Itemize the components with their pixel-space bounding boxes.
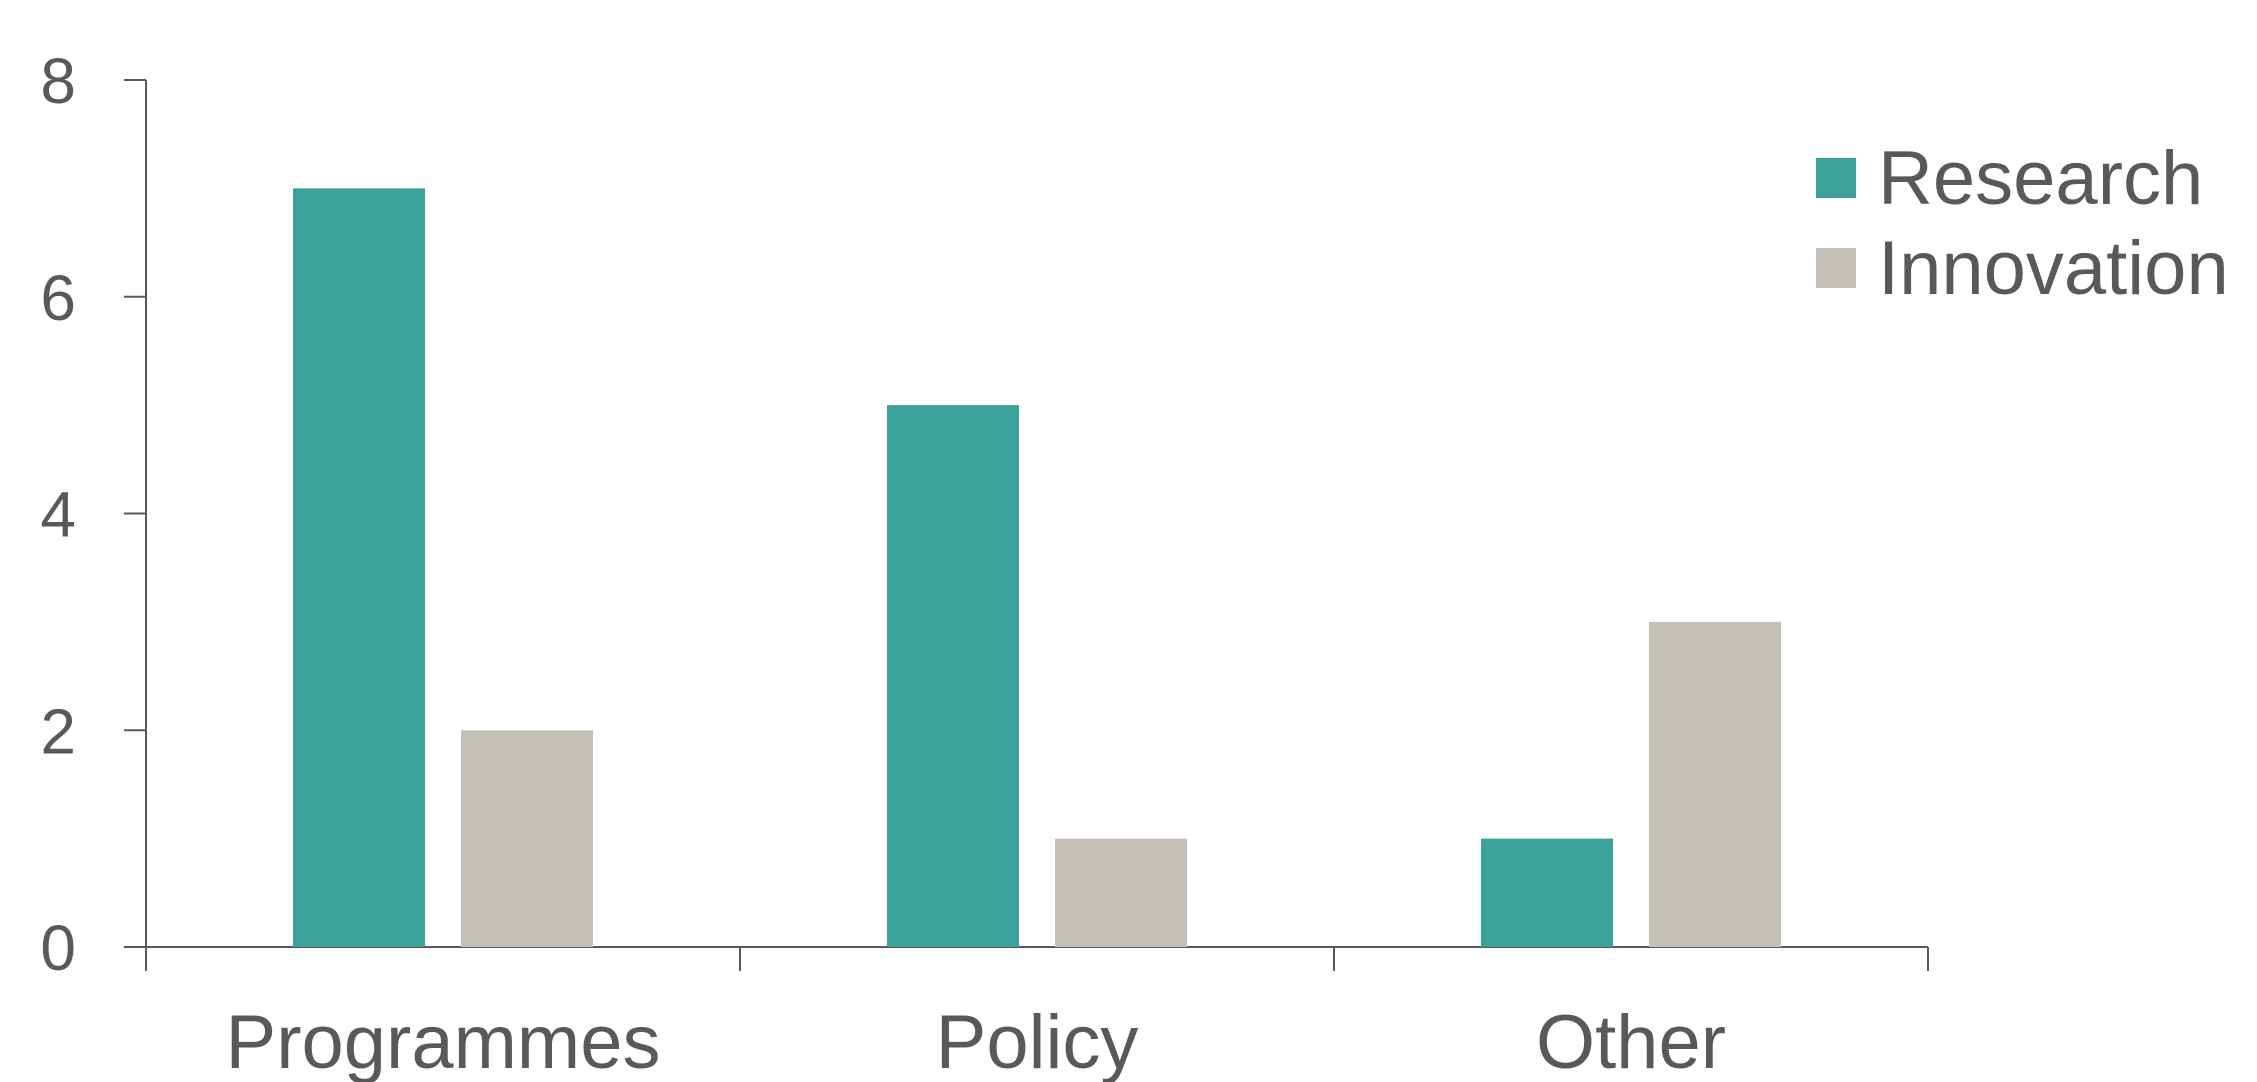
legend-swatch [1816,158,1856,198]
y-ticks: 0 2 4 6 8 [40,45,146,984]
bar-innovation-programmes [461,730,593,947]
bar-research-programmes [293,188,425,947]
legend-swatch [1816,248,1856,288]
bar-innovation-policy [1055,838,1187,947]
bar-research-other [1481,838,1613,947]
legend-label: Innovation [1878,226,2229,311]
y-tick-label: 0 [40,912,76,984]
x-tick-label: Policy [936,1000,1139,1082]
y-tick-label: 4 [40,479,76,551]
bars [293,188,1781,947]
bar-research-policy [887,405,1019,947]
y-tick-label: 6 [40,262,76,334]
legend-label: Research [1878,136,2203,221]
x-tick-label: Programmes [226,1000,661,1082]
bar-innovation-other [1649,621,1781,947]
y-tick-label: 2 [40,695,76,767]
x-tick-label: Other [1536,1000,1726,1082]
y-tick-label: 8 [40,45,76,117]
x-ticks: Programmes Policy Other [145,947,1929,1082]
